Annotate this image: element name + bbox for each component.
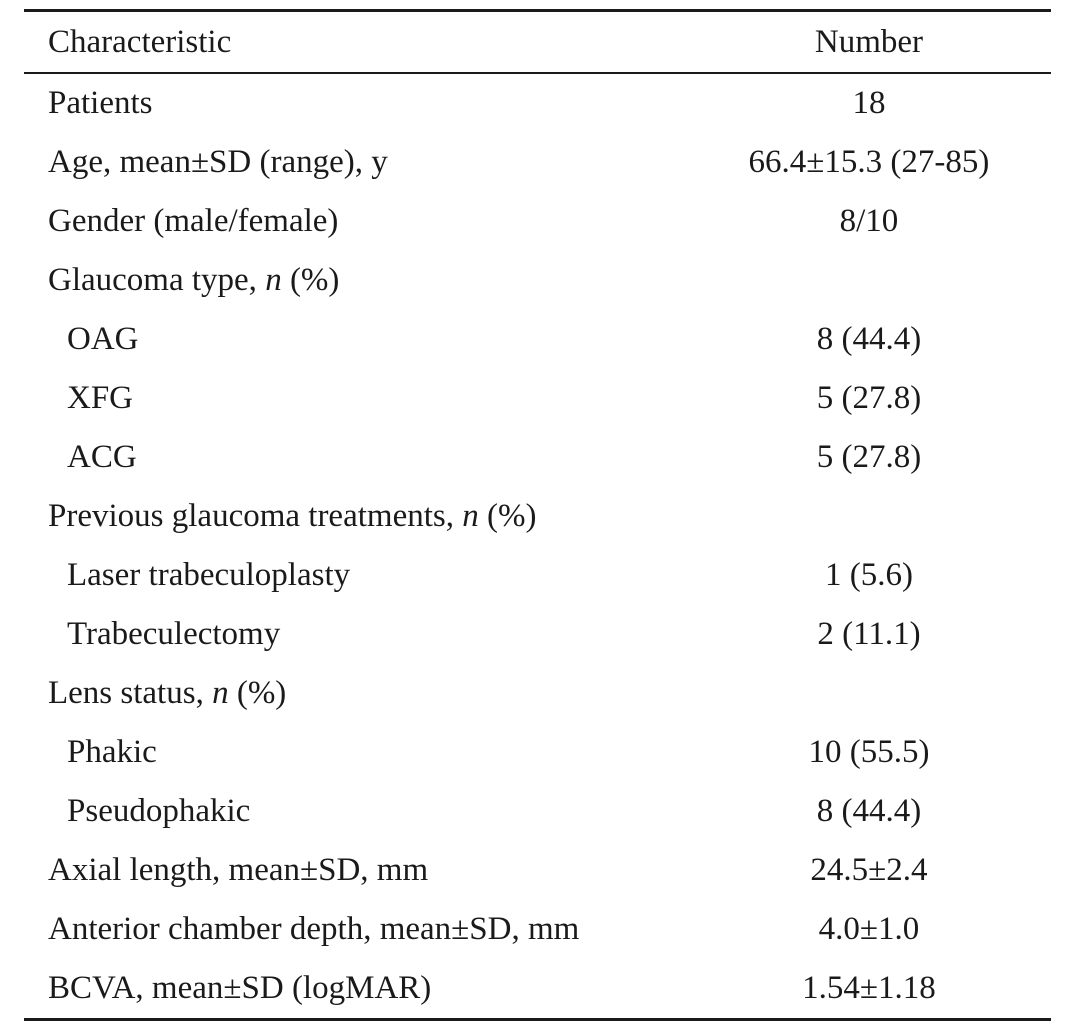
header-characteristic: Characteristic xyxy=(48,24,232,60)
row-label-suffix: (%) xyxy=(228,675,287,711)
row-label-n: n xyxy=(462,498,479,534)
table-row: Gender (male/female) 8/10 xyxy=(24,192,1051,251)
table-row: Axial length, mean±SD, mm 24.5±2.4 xyxy=(24,841,1051,900)
row-characteristic: Phakic xyxy=(24,723,687,782)
row-label-text: Trabeculectomy xyxy=(67,616,281,652)
table-row: Phakic 10 (55.5) xyxy=(24,723,1051,782)
row-characteristic: Lens status, n (%) xyxy=(24,664,687,723)
table-row: BCVA, mean±SD (logMAR) 1.54±1.18 xyxy=(24,959,1051,1020)
row-label-text: Laser trabeculoplasty xyxy=(67,557,351,593)
header-row: Characteristic Number xyxy=(24,10,1051,73)
row-label-n: n xyxy=(265,262,282,298)
row-characteristic: Previous glaucoma treatments, n (%) xyxy=(24,487,687,546)
row-number: 5 (27.8) xyxy=(816,380,922,416)
row-characteristic: Axial length, mean±SD, mm xyxy=(24,841,687,900)
row-label-text: Glaucoma type, xyxy=(48,262,266,298)
table-row: Laser trabeculoplasty 1 (5.6) xyxy=(24,546,1051,605)
table-row: Lens status, n (%) xyxy=(24,664,1051,723)
table-row: Anterior chamber depth, mean±SD, mm 4.0±1… xyxy=(24,900,1051,959)
row-label-suffix: (%) xyxy=(478,498,537,534)
table-row: Previous glaucoma treatments, n (%) xyxy=(24,487,1051,546)
row-label-text: XFG xyxy=(67,380,134,416)
row-characteristic: Laser trabeculoplasty xyxy=(24,546,687,605)
row-number: 2 (11.1) xyxy=(817,616,921,652)
row-number: 10 (55.5) xyxy=(808,734,930,770)
row-characteristic: OAG xyxy=(24,310,687,369)
row-number xyxy=(687,251,1051,310)
row-label-text: Patients xyxy=(48,85,153,121)
table-row: XFG 5 (27.8) xyxy=(24,369,1051,428)
table-header: Characteristic Number xyxy=(24,10,1051,73)
row-label-text: Pseudophakic xyxy=(67,793,251,829)
row-number: 1.54±1.18 xyxy=(802,970,936,1006)
row-label-text: Gender (male/female) xyxy=(48,203,339,239)
row-label-text: Lens status, xyxy=(48,675,213,711)
table-row: OAG 8 (44.4) xyxy=(24,310,1051,369)
table-body: Patients 18 Age, mean±SD (range), y 66.4±15… xyxy=(24,73,1051,1020)
row-number: 66.4±15.3 (27-85) xyxy=(748,144,990,180)
table-row: Trabeculectomy 2 (11.1) xyxy=(24,605,1051,664)
row-characteristic: ACG xyxy=(24,428,687,487)
table-row: Age, mean±SD (range), y 66.4±15.3 (27-85) xyxy=(24,133,1051,192)
row-label-text: Phakic xyxy=(67,734,157,770)
row-label-n: n xyxy=(212,675,229,711)
row-characteristic: Anterior chamber depth, mean±SD, mm xyxy=(24,900,687,959)
table-row: Patients 18 xyxy=(24,73,1051,133)
row-characteristic: Trabeculectomy xyxy=(24,605,687,664)
row-number xyxy=(687,487,1051,546)
row-number: 8/10 xyxy=(839,203,899,239)
row-characteristic: BCVA, mean±SD (logMAR) xyxy=(24,959,687,1020)
row-label-text: Anterior chamber depth, mean±SD, mm xyxy=(48,911,580,947)
row-label-text: Age, mean±SD (range), y xyxy=(48,144,388,180)
row-number: 4.0±1.0 xyxy=(818,911,920,947)
table-row: Glaucoma type, n (%) xyxy=(24,251,1051,310)
row-characteristic: Patients xyxy=(24,73,687,133)
row-characteristic: Age, mean±SD (range), y xyxy=(24,133,687,192)
row-label-suffix: (%) xyxy=(281,262,340,298)
header-number: Number xyxy=(814,24,924,60)
row-number xyxy=(687,664,1051,723)
row-label-text: Axial length, mean±SD, mm xyxy=(48,852,429,888)
table-row: ACG 5 (27.8) xyxy=(24,428,1051,487)
row-label-text: Previous glaucoma treatments, xyxy=(48,498,463,534)
row-label-text: OAG xyxy=(67,321,139,357)
row-label-text: ACG xyxy=(67,439,137,475)
row-number: 18 xyxy=(852,85,886,121)
row-characteristic: Gender (male/female) xyxy=(24,192,687,251)
table-row: Pseudophakic 8 (44.4) xyxy=(24,782,1051,841)
characteristics-table: Characteristic Number Patients 18 Age, mea… xyxy=(24,9,1051,1021)
row-number: 1 (5.6) xyxy=(824,557,913,593)
row-characteristic: Pseudophakic xyxy=(24,782,687,841)
row-characteristic: Glaucoma type, n (%) xyxy=(24,251,687,310)
row-number: 8 (44.4) xyxy=(816,793,922,829)
row-number: 24.5±2.4 xyxy=(810,852,928,888)
row-number: 5 (27.8) xyxy=(816,439,922,475)
row-label-text: BCVA, mean±SD (logMAR) xyxy=(48,970,432,1006)
row-characteristic: XFG xyxy=(24,369,687,428)
characteristics-table-container: Characteristic Number Patients 18 Age, mea… xyxy=(24,9,1051,1021)
row-number: 8 (44.4) xyxy=(816,321,922,357)
